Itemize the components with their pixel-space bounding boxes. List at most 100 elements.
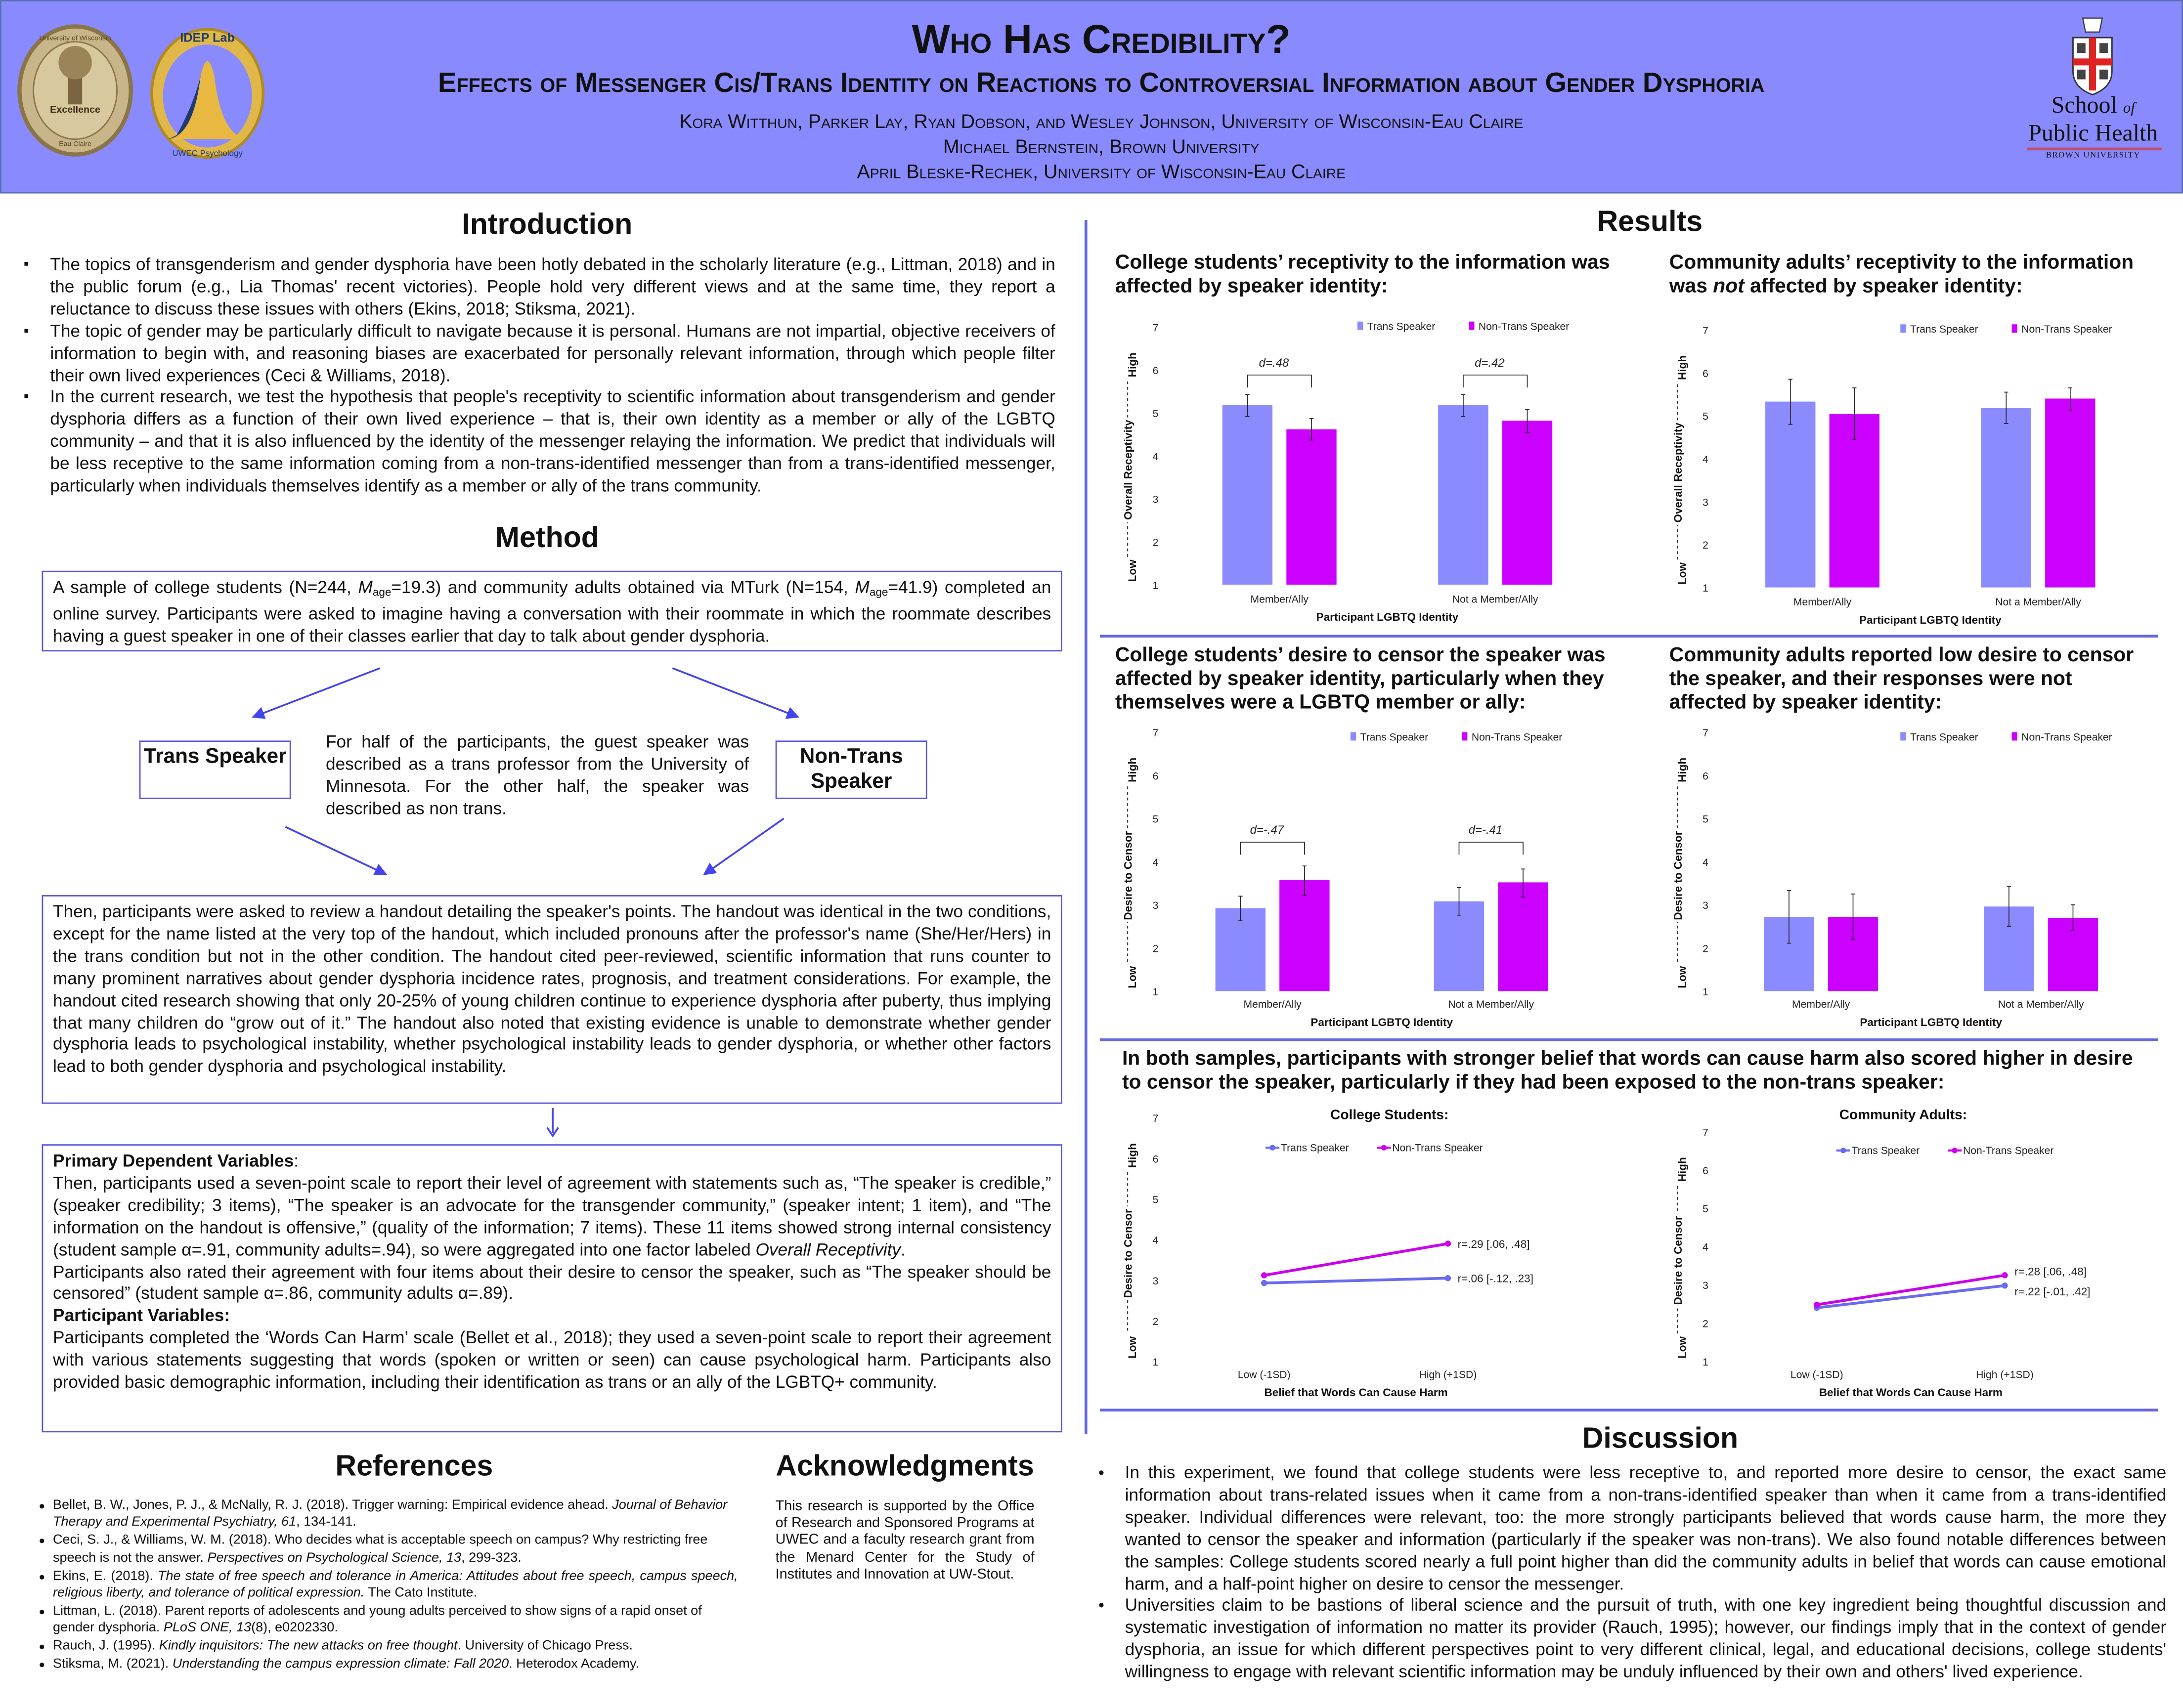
line-trans-speaker (1816, 1284, 2005, 1309)
y-tick-label: 1 (1703, 1357, 1708, 1368)
data-point (1261, 1272, 1267, 1279)
correlation-label: r=.28 [.06, .48] (2014, 1265, 2087, 1278)
y-tick-label: 1 (1703, 986, 1708, 998)
trans-speaker-box: Trans Speaker (139, 740, 291, 799)
university-logos: University of Wisconsin Excellence Eau C… (17, 24, 265, 159)
idep-lab-logo: IDEP Lab UWEC Psychology (150, 28, 265, 159)
chart-title-college-receptivity: College students’ receptivity to the inf… (1115, 252, 1610, 298)
y-tick-label: 3 (1153, 494, 1159, 506)
arrow-icon (252, 667, 381, 719)
x-category-label: Not a Member/Ally (1448, 999, 1534, 1010)
y-tick-label: 6 (1153, 1153, 1159, 1165)
y-axis-low-label: Low (1126, 559, 1138, 582)
primary-dv-text: Then, participants used a seven-point sc… (53, 1173, 1051, 1259)
legend-swatch (2011, 732, 2017, 741)
y-tick-label: 6 (1153, 770, 1159, 782)
legend-marker (1269, 1145, 1275, 1151)
reference-item: Rauch, J. (1995). Kindly inquisitors: Th… (35, 1639, 738, 1657)
y-tick-label: 4 (1703, 454, 1708, 466)
y-axis-high-label: High (1676, 1157, 1689, 1182)
introduction-bullet: The topics of transgenderism and gender … (19, 255, 1055, 321)
x-category-label: Member/Ally (1243, 999, 1302, 1010)
chart-college-censor: 1 2 3 4 5 6 7 Desire to Censor Low High Trans Spea… (1119, 727, 1562, 1028)
results-heading: Results (1597, 206, 1703, 238)
bar-trans-speaker (1981, 408, 2031, 588)
y-tick-label: 5 (1153, 814, 1159, 825)
x-category-label: Not a Member/Ally (1998, 999, 2084, 1010)
x-category-label: Member/Ally (1251, 594, 1309, 605)
y-axis-high-label: High (1676, 355, 1689, 380)
correlation-label: r=.22 [-.01, .42] (2014, 1285, 2090, 1298)
arrow-icon (285, 826, 388, 876)
introduction-bullet: The topic of gender may be particularly … (19, 321, 1055, 387)
down-arrow-icon (546, 1108, 559, 1138)
section-divider (1099, 1038, 2158, 1041)
y-tick-label: 4 (1153, 1235, 1159, 1246)
legend-label: Non-Trans Speaker (1479, 321, 1569, 333)
brown-public-health-logo: School of Public Health BROWN UNIVERSITY (2006, 12, 2180, 168)
participant-variables-heading: Participant Variables: (53, 1306, 230, 1326)
legend-swatch (1469, 321, 1475, 330)
x-category-label: Member/Ally (1793, 597, 1852, 608)
logo-university-text: BROWN UNIVERSITY (2046, 152, 2140, 160)
chart-community-words-harm: 1 2 3 4 5 6 7 Desire to Censor Low High Trans Spea… (1669, 1107, 2090, 1399)
svg-text:UWEC Psychology: UWEC Psychology (172, 148, 243, 158)
section-divider (1099, 635, 2158, 638)
effect-size-label: d=.48 (1259, 356, 1289, 370)
y-axis-label: Desire to Censor (1672, 1216, 1684, 1305)
significance-bracket (1458, 842, 1524, 855)
sample-text: age (372, 586, 392, 599)
data-point (1444, 1240, 1451, 1247)
y-axis-high-label: High (1126, 1143, 1138, 1168)
method-flow-arrows (252, 667, 800, 876)
legend-label: Non-Trans Speaker (2021, 731, 2112, 743)
data-point (1261, 1280, 1267, 1286)
correlation-label: r=.29 [.06, .48] (1458, 1238, 1530, 1250)
method-variables-box: Primary Dependent Variables: Then, parti… (42, 1144, 1062, 1433)
y-tick-label: 3 (1703, 1280, 1708, 1291)
y-tick-label: 7 (1153, 727, 1159, 739)
data-point (2002, 1282, 2008, 1289)
legend-marker (1952, 1148, 1958, 1153)
line-nontrans-speaker (1264, 1242, 1448, 1277)
legend-label: Trans Speaker (1360, 731, 1429, 743)
y-tick-label: 7 (1153, 1113, 1159, 1124)
poster-header: University of Wisconsin Excellence Eau C… (0, 0, 2183, 194)
logo-school-text: School (2051, 91, 2117, 119)
y-tick-label: 7 (1703, 727, 1708, 739)
y-tick-label: 4 (1703, 857, 1708, 868)
y-tick-label: 2 (1153, 537, 1159, 549)
bar-nontrans-speaker (1286, 429, 1337, 585)
significance-bracket (1240, 842, 1305, 855)
x-axis-title: Belief that Words Can Cause Harm (1264, 1386, 1447, 1399)
y-axis-low-label: Low (1126, 1336, 1138, 1359)
primary-dv-heading: Primary Dependent Variables (53, 1151, 294, 1171)
bar-trans-speaker (1215, 908, 1266, 991)
nontrans-speaker-box: Non-Trans Speaker (775, 740, 927, 799)
column-divider (1084, 220, 1088, 1434)
y-tick-label: 2 (1153, 1316, 1159, 1327)
condition-description: For half of the participants, the guest … (326, 732, 749, 818)
legend-label: Trans Speaker (1910, 731, 1978, 743)
y-tick-label: 6 (1703, 368, 1708, 380)
bar-nontrans-speaker (1279, 880, 1330, 991)
y-axis-high-label: High (1126, 352, 1138, 377)
x-tick-label: Low (-1SD) (1238, 1369, 1291, 1380)
line-chart-title: College Students: (1330, 1107, 1448, 1122)
brown-shield-icon (2072, 17, 2113, 96)
y-axis-low-label: Low (1126, 966, 1138, 988)
censor-items-text: Participants also rated their agreement … (53, 1262, 1051, 1304)
participant-variables-text: Participants completed the ‘Words Can Ha… (53, 1328, 1051, 1392)
y-tick-label: 2 (1703, 943, 1708, 955)
y-axis-high-label: High (1676, 758, 1689, 782)
bar-nontrans-speaker (1502, 421, 1553, 585)
legend-label: Trans Speaker (1852, 1145, 1920, 1156)
references-heading: References (335, 1450, 493, 1483)
y-tick-label: 5 (1703, 814, 1708, 825)
logo-divider (2027, 147, 2162, 150)
y-tick-label: 7 (1153, 322, 1159, 334)
y-tick-label: 3 (1703, 497, 1708, 508)
y-tick-label: 5 (1703, 411, 1708, 423)
svg-text:Eau Claire: Eau Claire (59, 140, 91, 148)
y-axis-low-label: Low (1676, 1336, 1689, 1359)
